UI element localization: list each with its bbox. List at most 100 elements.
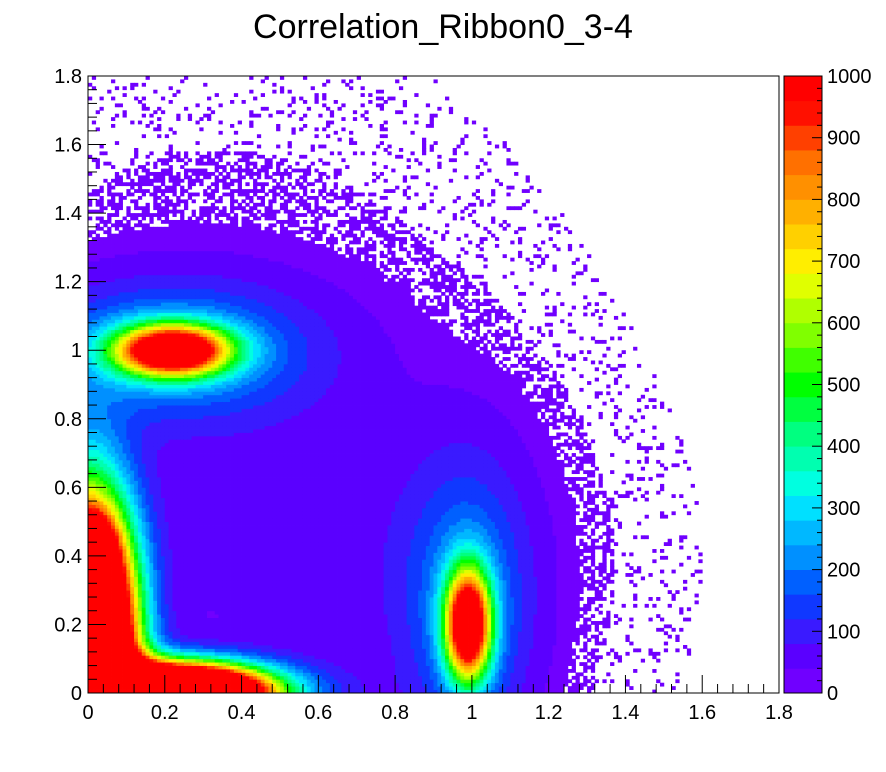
- heatmap-cell: [130, 158, 135, 163]
- heatmap-cell: [91, 374, 97, 379]
- heatmap-cell: [153, 360, 158, 365]
- heatmap-cell: [214, 648, 219, 653]
- heatmap-cell: [187, 638, 193, 642]
- heatmap-cell: [130, 329, 135, 334]
- heatmap-cell: [114, 555, 120, 560]
- heatmap-cell: [195, 446, 200, 451]
- heatmap-cell: [160, 658, 166, 663]
- heatmap-cell: [199, 216, 204, 221]
- heatmap-cell: [107, 240, 112, 245]
- heatmap-cell: [199, 459, 204, 464]
- heatmap-cell: [168, 209, 173, 214]
- heatmap-cell: [210, 363, 216, 368]
- heatmap-cell: [130, 309, 135, 313]
- heatmap-cell: [176, 597, 181, 601]
- heatmap-cell: [195, 456, 200, 461]
- heatmap-cell: [195, 586, 200, 591]
- heatmap-cell: [180, 360, 185, 365]
- heatmap-cell: [130, 446, 135, 451]
- heatmap-cell: [191, 470, 196, 475]
- heatmap-cell: [157, 226, 162, 231]
- heatmap-cell: [183, 617, 189, 622]
- heatmap-cell: [103, 631, 108, 636]
- heatmap-cell: [137, 367, 143, 372]
- heatmap-cell: [199, 686, 204, 690]
- heatmap-cell: [130, 573, 135, 577]
- heatmap-cell: [114, 638, 120, 642]
- heatmap-cell: [114, 576, 120, 581]
- heatmap-cell: [149, 336, 154, 341]
- heatmap-cell: [99, 614, 104, 618]
- heatmap-cell: [95, 555, 100, 560]
- heatmap-cell: [126, 213, 131, 217]
- heatmap-cell: [149, 250, 154, 255]
- heatmap-cell: [210, 261, 216, 265]
- heatmap-cell: [145, 429, 150, 433]
- heatmap-cell: [168, 603, 173, 608]
- heatmap-cell: [134, 518, 139, 523]
- heatmap-cell: [114, 521, 120, 526]
- heatmap-cell: [210, 202, 216, 207]
- heatmap-cell: [88, 264, 93, 269]
- heatmap-cell: [172, 459, 177, 464]
- heatmap-cell: [130, 483, 135, 488]
- heatmap-cell: [118, 634, 123, 639]
- heatmap-cell: [153, 600, 158, 605]
- heatmap-cell: [160, 391, 166, 396]
- heatmap-cell: [111, 439, 116, 444]
- heatmap-cell: [160, 219, 166, 224]
- heatmap-cell: [203, 631, 208, 636]
- heatmap-cell: [88, 209, 93, 214]
- heatmap-cell: [141, 226, 146, 231]
- heatmap-cell: [160, 555, 166, 560]
- heatmap-cell: [134, 422, 139, 427]
- heatmap-cell: [180, 165, 185, 169]
- heatmap-cell: [172, 264, 177, 269]
- heatmap-cell: [141, 449, 146, 454]
- heatmap-cell: [214, 504, 219, 509]
- heatmap-cell: [134, 617, 139, 622]
- heatmap-cell: [172, 435, 177, 440]
- heatmap-cell: [172, 614, 177, 618]
- heatmap-cell: [203, 401, 208, 406]
- heatmap-cell: [95, 240, 100, 245]
- heatmap-cell: [153, 648, 158, 653]
- heatmap-cell: [88, 679, 93, 684]
- heatmap-cell: [168, 521, 173, 526]
- heatmap-cell: [134, 641, 139, 646]
- heatmap-cell: [180, 538, 185, 543]
- heatmap-cell: [176, 439, 181, 444]
- heatmap-cell: [134, 662, 139, 666]
- heatmap-cell: [210, 278, 216, 283]
- heatmap-cell: [126, 422, 131, 427]
- heatmap-cell: [107, 267, 112, 272]
- heatmap-cell: [157, 387, 162, 392]
- heatmap-cell: [153, 329, 158, 334]
- heatmap-cell: [160, 271, 166, 276]
- heatmap-cell: [176, 387, 181, 392]
- heatmap-cell: [103, 285, 108, 289]
- heatmap-cell: [122, 600, 127, 605]
- heatmap-cell: [91, 422, 97, 427]
- heatmap-cell: [160, 237, 166, 241]
- heatmap-cell: [103, 370, 108, 375]
- heatmap-cell: [126, 319, 131, 324]
- heatmap-cell: [168, 202, 173, 207]
- heatmap-cell: [137, 614, 143, 618]
- heatmap-cell: [160, 209, 166, 214]
- heatmap-cell: [134, 501, 139, 505]
- heatmap-cell: [149, 504, 154, 509]
- heatmap-cell: [176, 621, 181, 625]
- heatmap-cell: [172, 665, 177, 670]
- heatmap-cell: [95, 459, 100, 464]
- heatmap-cell: [153, 576, 158, 581]
- heatmap-cell: [145, 535, 150, 540]
- heatmap-cell: [191, 617, 196, 622]
- heatmap-cell: [168, 672, 173, 677]
- heatmap-cell: [176, 322, 181, 327]
- heatmap-cell: [137, 178, 143, 183]
- heatmap-cell: [195, 435, 200, 440]
- heatmap-cell: [183, 425, 189, 430]
- heatmap-cell: [118, 559, 123, 564]
- heatmap-cell: [122, 672, 127, 677]
